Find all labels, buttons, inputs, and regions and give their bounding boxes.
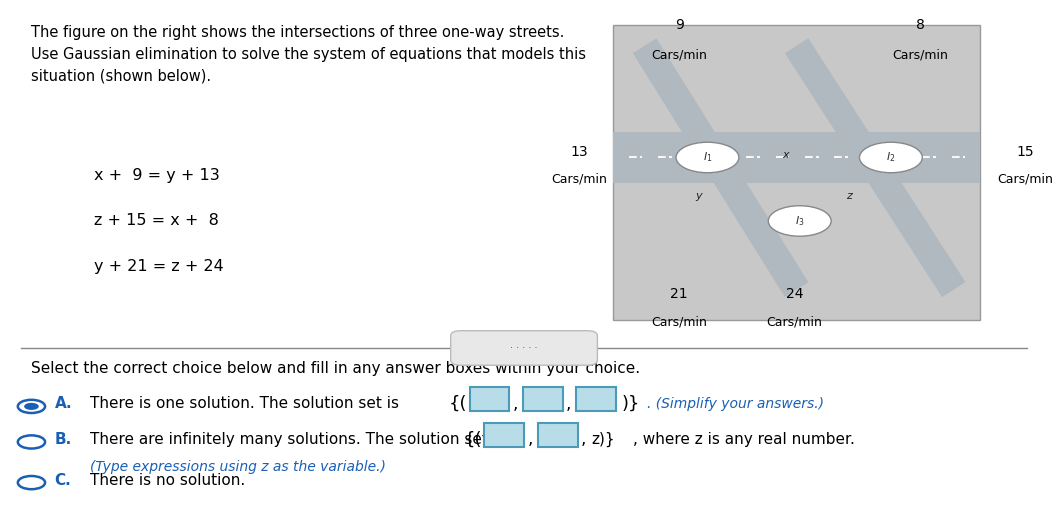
Text: B.: B. bbox=[55, 432, 72, 447]
FancyBboxPatch shape bbox=[537, 423, 578, 447]
Bar bbox=[614, 132, 980, 183]
Text: A.: A. bbox=[55, 396, 72, 411]
FancyBboxPatch shape bbox=[451, 331, 598, 365]
Text: There are infinitely many solutions. The solution set is: There are infinitely many solutions. The… bbox=[90, 432, 510, 447]
Text: 8: 8 bbox=[916, 18, 925, 32]
Circle shape bbox=[18, 476, 45, 489]
Text: {(: {( bbox=[449, 395, 467, 413]
Text: x +  9 = y + 13: x + 9 = y + 13 bbox=[94, 168, 220, 183]
FancyBboxPatch shape bbox=[485, 423, 524, 447]
Text: ,: , bbox=[581, 430, 586, 449]
Text: 13: 13 bbox=[570, 145, 588, 159]
Text: 24: 24 bbox=[786, 287, 803, 301]
Text: z: z bbox=[846, 190, 852, 201]
Text: 15: 15 bbox=[1017, 145, 1034, 159]
Text: $I_1$: $I_1$ bbox=[703, 150, 712, 165]
Text: Cars/min: Cars/min bbox=[767, 316, 822, 329]
Text: ,: , bbox=[566, 395, 571, 413]
Text: . (Simplify your answers.): . (Simplify your answers.) bbox=[646, 397, 824, 411]
Text: , where z is any real number.: , where z is any real number. bbox=[633, 432, 855, 447]
Bar bbox=[614, 25, 980, 320]
Text: Cars/min: Cars/min bbox=[997, 173, 1053, 186]
Text: There is no solution.: There is no solution. bbox=[90, 472, 245, 488]
Text: {(: {( bbox=[463, 430, 481, 449]
FancyBboxPatch shape bbox=[523, 387, 563, 411]
Text: z)}: z)} bbox=[591, 432, 615, 447]
Text: ,: , bbox=[527, 430, 532, 449]
Text: z + 15 = x +  8: z + 15 = x + 8 bbox=[94, 213, 219, 229]
FancyBboxPatch shape bbox=[577, 387, 616, 411]
Text: y: y bbox=[696, 190, 703, 201]
Text: Cars/min: Cars/min bbox=[892, 48, 948, 61]
Text: x: x bbox=[783, 150, 789, 160]
Circle shape bbox=[18, 435, 45, 449]
Circle shape bbox=[768, 206, 832, 236]
Circle shape bbox=[859, 142, 923, 173]
Text: 21: 21 bbox=[671, 287, 688, 301]
Text: y + 21 = z + 24: y + 21 = z + 24 bbox=[94, 259, 224, 274]
Text: The figure on the right shows the intersections of three one-way streets.
Use Ga: The figure on the right shows the inters… bbox=[32, 25, 586, 84]
Text: (Type expressions using z as the variable.): (Type expressions using z as the variabl… bbox=[90, 460, 386, 474]
Circle shape bbox=[24, 403, 39, 410]
Text: There is one solution. The solution set is: There is one solution. The solution set … bbox=[90, 396, 404, 411]
Text: $I_3$: $I_3$ bbox=[795, 214, 804, 228]
Circle shape bbox=[18, 400, 45, 413]
Text: $I_2$: $I_2$ bbox=[887, 150, 896, 165]
Text: Cars/min: Cars/min bbox=[652, 316, 707, 329]
FancyBboxPatch shape bbox=[470, 387, 509, 411]
Text: C.: C. bbox=[55, 472, 71, 488]
Text: Select the correct choice below and fill in any answer boxes within your choice.: Select the correct choice below and fill… bbox=[32, 361, 640, 376]
Text: 9: 9 bbox=[675, 18, 683, 32]
Text: Cars/min: Cars/min bbox=[551, 173, 607, 186]
Text: Cars/min: Cars/min bbox=[652, 48, 707, 61]
Text: · · · · ·: · · · · · bbox=[510, 343, 537, 353]
Text: )}: )} bbox=[621, 395, 640, 413]
Text: ,: , bbox=[512, 395, 518, 413]
Circle shape bbox=[676, 142, 738, 173]
